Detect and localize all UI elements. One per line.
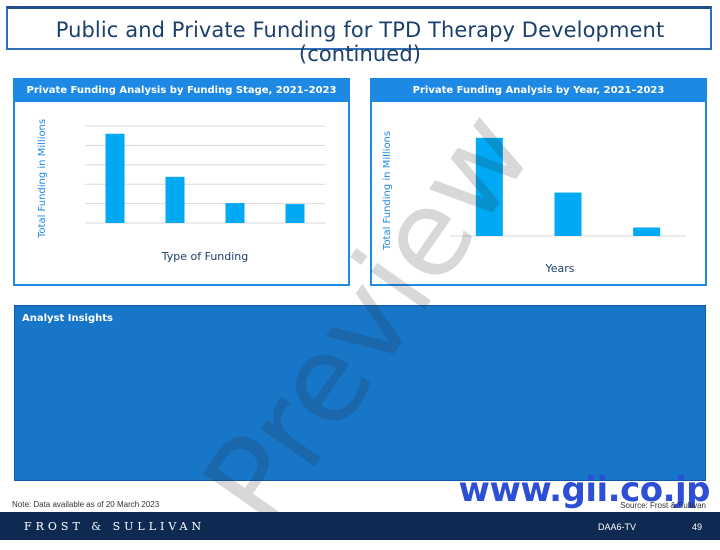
bar xyxy=(475,137,503,236)
by-year-chart: Total Funding in Millions Years xyxy=(382,131,686,275)
document-code: DAA6-TV xyxy=(598,522,637,532)
page-number: 49 xyxy=(692,522,703,532)
footnote: Note: Data available as of 20 March 2023 xyxy=(12,500,160,509)
chart-panel-funding-stage: Private Funding Analysis by Funding Stag… xyxy=(13,78,350,286)
frost-sullivan-logo: FROST & SULLIVAN xyxy=(24,520,206,533)
x-axis-label: Years xyxy=(544,262,574,275)
chart-title: Private Funding Analysis by Funding Stag… xyxy=(15,80,348,102)
bar xyxy=(225,203,245,223)
bar xyxy=(165,176,185,223)
y-axis-label: Total Funding in Millions xyxy=(382,131,393,251)
title-frame xyxy=(6,6,712,50)
page-title: Public and Private Funding for TPD Thera… xyxy=(55,18,665,66)
gii-watermark: www.gii.co.jp xyxy=(458,470,711,510)
insights-title: Analyst Insights xyxy=(22,313,113,324)
footer-bar: FROST & SULLIVAN DAA6-TV 49 xyxy=(0,512,720,540)
analyst-insights-panel: Analyst Insights xyxy=(14,305,706,481)
chart-title: Private Funding Analysis by Year, 2021–2… xyxy=(372,80,705,102)
funding-stage-chart: Total Funding in Millions Type of Fundin… xyxy=(37,119,325,263)
bar xyxy=(633,227,661,236)
x-axis-label: Type of Funding xyxy=(161,250,249,263)
y-axis-label: Total Funding in Millions xyxy=(37,119,48,239)
source-note: Source: Frost & Sullivan xyxy=(620,501,706,510)
bar xyxy=(554,192,582,236)
chart-panel-by-year: Private Funding Analysis by Year, 2021–2… xyxy=(370,78,707,286)
bar xyxy=(105,133,125,223)
bar xyxy=(285,204,305,223)
